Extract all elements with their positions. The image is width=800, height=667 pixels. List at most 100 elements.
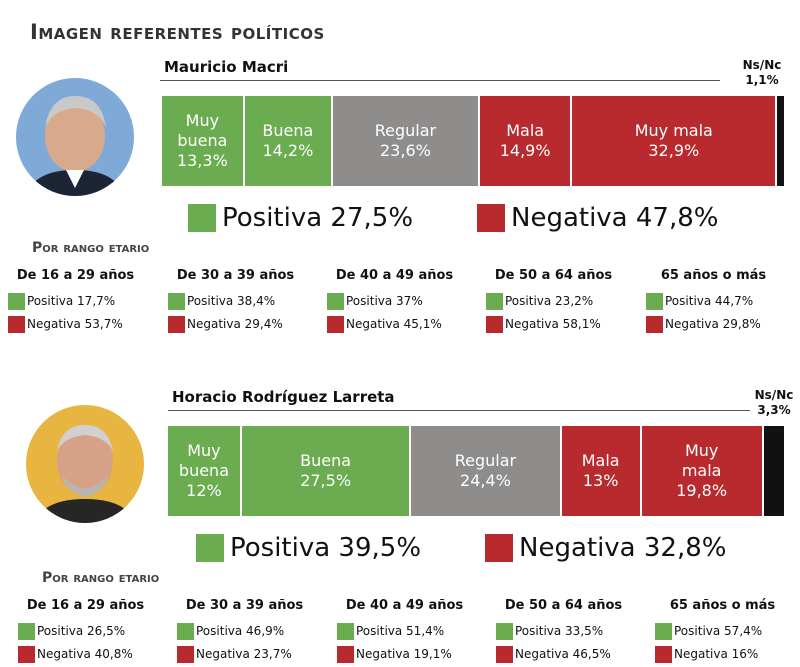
age-group-positive: Positiva 51,4% [337, 621, 497, 641]
bar-segment-label: 19,8% [676, 481, 728, 500]
larreta-name: Horacio Rodríguez Larreta [172, 388, 395, 406]
age-group-positive-text: Positiva 46,9% [196, 624, 285, 638]
age-group: De 50 a 64 años Positiva 33,5% Negativa 46… [496, 598, 656, 667]
positive-swatch [188, 204, 216, 232]
age-group-positive-text: Positiva 17,7% [27, 294, 116, 308]
bar-segment-label: 13% [582, 471, 619, 490]
bar-segment-label: Buena [300, 451, 352, 470]
macri-name: Mauricio Macri [164, 58, 289, 76]
larreta-stacked-bar: Muy buena 12% Buena 27,5% Regular 24,4% Mala 13%… [168, 426, 784, 516]
larreta-age-header: Por rango etario [42, 570, 160, 586]
bar-segment-label: Muy [185, 111, 220, 130]
age-group-label: De 50 a 64 años [504, 598, 623, 613]
age-group-positive: Positiva 26,5% [18, 621, 178, 641]
bar-segment-label: Mala [581, 451, 620, 470]
age-group-positive-text: Positiva 33,5% [515, 624, 604, 638]
age-group: De 40 a 49 años Positiva 51,4% Negativa 19… [337, 598, 497, 667]
larreta-nsnc-label: Ns/Nc 3,3% [752, 388, 796, 418]
age-group: 65 años o más Positiva 57,4% Negativa 16% [655, 598, 800, 667]
bar-segment-label: 23,6% [380, 141, 431, 160]
bar-segment-label: Regular [374, 121, 437, 140]
macri-summary-negative: Negativa 47,8% [477, 203, 718, 233]
bar-segment-label: 14,9% [499, 141, 551, 160]
larreta-positive-text: Positiva 39,5% [230, 533, 422, 563]
bar-segment-ns-nc [777, 96, 784, 186]
bar-segment-label: 13,3% [176, 151, 228, 170]
age-group-negative-text: Negativa 40,8% [37, 647, 133, 661]
positive-swatch [337, 622, 354, 640]
bar-segment-label: Muy [187, 441, 221, 460]
macri-summary-positive: Positiva 27,5% [188, 203, 413, 233]
age-group-negative-text: Negativa 19,1% [356, 647, 452, 661]
bar-segment-muy-buena: Muy buena 12% [168, 426, 242, 516]
bar-segment-buena: Buena 27,5% [241, 426, 412, 516]
positive-swatch [486, 292, 503, 310]
bar-segment-regular: Regular 24,4% [411, 426, 562, 516]
age-group-negative-text: Negativa 58,1% [505, 317, 601, 331]
larreta-name-divider [168, 410, 750, 411]
bar-segment-muy-mala: Muy mala 32,9% [572, 96, 778, 186]
age-group: De 50 a 64 años Positiva 23,2% Negativa 58… [486, 268, 646, 337]
macri-nsnc-label: Ns/Nc 1,1% [740, 58, 784, 88]
page-title: Imagen referentes políticos [30, 20, 325, 44]
nsnc-label-line: Ns/Nc [742, 58, 782, 72]
bar-segment-ns-nc [763, 426, 784, 516]
age-group-positive-text: Positiva 44,7% [665, 294, 754, 308]
negative-swatch [327, 315, 344, 333]
bar-segment-label: 14,2% [262, 141, 314, 160]
age-group-label: De 40 a 49 años [345, 598, 464, 613]
age-group-label: De 16 a 29 años [26, 598, 145, 613]
positive-swatch [655, 622, 672, 640]
bar-segment-label: 12% [186, 481, 222, 500]
age-group-label: 65 años o más [669, 598, 776, 613]
larreta-portrait-illustration [26, 405, 144, 523]
age-group-negative: Negativa 45,1% [327, 314, 487, 334]
bar-segment-label: 32,9% [648, 141, 700, 160]
bar-segment-mala: Mala 13% [561, 426, 642, 516]
age-group-negative: Negativa 40,8% [18, 644, 178, 664]
age-group-positive: Positiva 17,7% [8, 291, 168, 311]
macri-age-header: Por rango etario [32, 240, 150, 256]
negative-swatch [18, 645, 35, 663]
macri-negative-text: Negativa 47,8% [511, 203, 719, 233]
age-group: De 16 a 29 años Positiva 17,7% Negativa 53… [8, 268, 168, 337]
age-group-positive: Positiva 23,2% [486, 291, 646, 311]
negative-swatch [168, 315, 185, 333]
age-group-positive-text: Positiva 37% [346, 294, 423, 308]
bar-segment-label: mala [681, 461, 722, 480]
age-group: 65 años o más Positiva 44,7% Negativa 29,8… [646, 268, 800, 337]
negative-swatch [655, 645, 672, 663]
age-group-positive-text: Positiva 23,2% [505, 294, 594, 308]
bar-segment-label: 24,4% [460, 471, 511, 490]
negative-swatch [477, 204, 505, 232]
bar-segment-muy-buena: Muy buena 13,3% [162, 96, 245, 186]
negative-swatch [177, 645, 194, 663]
positive-swatch [18, 622, 35, 640]
negative-swatch [486, 315, 503, 333]
positive-swatch [196, 534, 224, 562]
positive-swatch [327, 292, 344, 310]
age-group-positive-text: Positiva 57,4% [674, 624, 763, 638]
macri-portrait-illustration [16, 78, 134, 196]
age-group-positive: Positiva 57,4% [655, 621, 800, 641]
bar-segment-label: 27,5% [300, 471, 352, 490]
age-group-positive: Positiva 38,4% [168, 291, 328, 311]
age-group-positive-text: Positiva 51,4% [356, 624, 445, 638]
negative-swatch [485, 534, 513, 562]
nsnc-label-line: 1,1% [745, 73, 779, 87]
larreta-summary-positive: Positiva 39,5% [196, 533, 421, 563]
age-group-positive: Positiva 33,5% [496, 621, 656, 641]
age-group-positive: Positiva 46,9% [177, 621, 337, 641]
age-group-negative: Negativa 23,7% [177, 644, 337, 664]
age-group-positive: Positiva 37% [327, 291, 487, 311]
age-group-label: De 30 a 39 años [176, 268, 295, 283]
bar-segment-mala: Mala 14,9% [479, 96, 573, 186]
larreta-negative-text: Negativa 32,8% [519, 533, 727, 563]
larreta-summary-negative: Negativa 32,8% [485, 533, 726, 563]
bar-segment-muy-mala: Muy mala 19,8% [641, 426, 764, 516]
age-group-negative: Negativa 29,4% [168, 314, 328, 334]
negative-swatch [496, 645, 513, 663]
age-group-negative-text: Negativa 29,8% [665, 317, 761, 331]
age-group-negative: Negativa 19,1% [337, 644, 497, 664]
age-group-label: De 40 a 49 años [335, 268, 454, 283]
